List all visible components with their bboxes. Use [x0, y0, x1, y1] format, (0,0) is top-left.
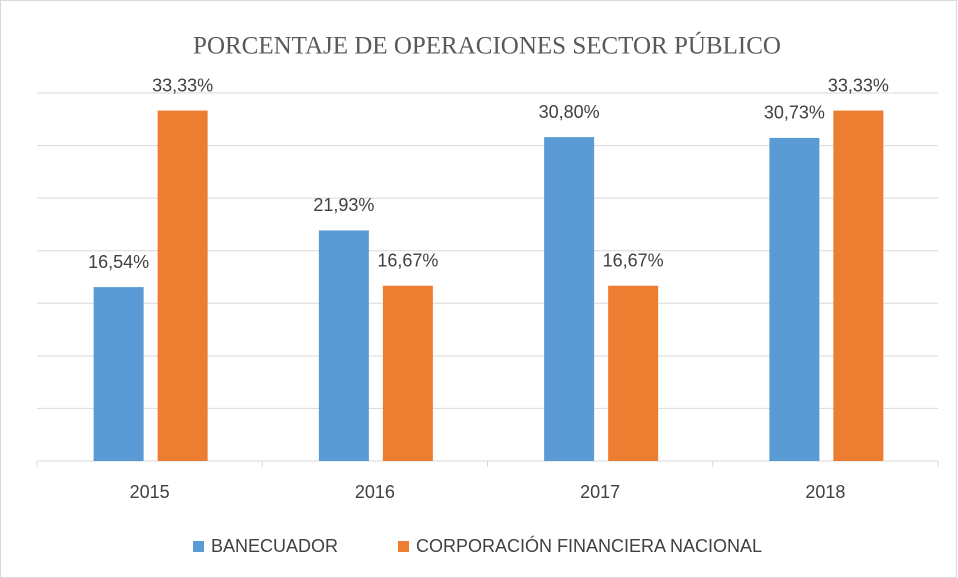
bar — [157, 110, 208, 461]
bar — [608, 285, 659, 461]
bar — [318, 230, 369, 461]
bar — [769, 137, 820, 461]
bar — [93, 287, 144, 461]
x-tick-label: 2018 — [805, 482, 845, 502]
data-label: 30,80% — [539, 102, 600, 122]
legend-swatch — [193, 541, 204, 552]
data-label: 16,67% — [377, 250, 438, 270]
data-label: 33,33% — [152, 75, 213, 95]
legend-label: BANECUADOR — [211, 536, 338, 556]
bar — [833, 110, 884, 461]
x-tick-label: 2017 — [580, 482, 620, 502]
data-label: 21,93% — [313, 195, 374, 215]
bar — [544, 137, 595, 461]
chart-title: PORCENTAJE DE OPERACIONES SECTOR PÚBLICO — [193, 32, 781, 60]
data-label: 16,67% — [603, 250, 664, 270]
data-label: 33,33% — [828, 75, 889, 95]
legend-label: CORPORACIÓN FINANCIERA NACIONAL — [416, 535, 762, 556]
data-label: 30,73% — [764, 103, 825, 123]
x-tick-label: 2015 — [130, 482, 170, 502]
data-label: 16,54% — [88, 252, 149, 272]
x-tick-label: 2016 — [355, 482, 395, 502]
bar — [382, 285, 433, 461]
legend-swatch — [398, 541, 409, 552]
